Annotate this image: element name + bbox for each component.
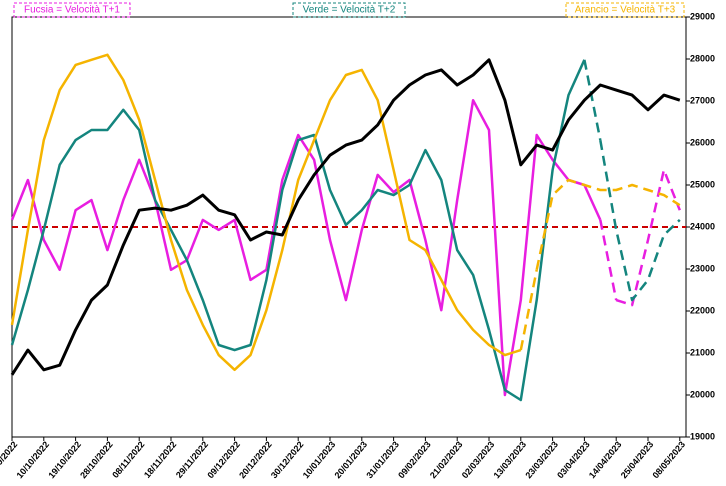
series-line	[615, 168, 681, 307]
x-tick-label: 28/10/2022	[78, 439, 115, 480]
y-tick-label: 21000	[690, 347, 715, 357]
y-tick-label: 24000	[690, 221, 715, 231]
legend-label: Arancio = Velocità T+3	[575, 5, 676, 16]
legend-box	[565, 2, 685, 18]
y-tick-label: 28000	[690, 53, 715, 63]
y-tick-label: 23000	[690, 263, 715, 273]
y-tick-label: 22000	[690, 305, 715, 315]
series-line	[599, 139, 681, 302]
legend-box	[292, 2, 406, 18]
series-connector	[599, 219, 618, 301]
y-tick-label: 26000	[690, 137, 715, 147]
y-tick-label: 20000	[690, 389, 715, 399]
series-connector	[583, 59, 602, 141]
x-tick-label: 08/05/2023	[651, 439, 688, 480]
series-line	[10, 58, 681, 376]
series-line	[535, 178, 681, 271]
series-connector	[519, 269, 538, 351]
series-line	[10, 98, 602, 397]
legend-label: Fucsia = Velocità T+1	[24, 5, 120, 16]
y-tick-label: 27000	[690, 95, 715, 105]
y-tick-label: 25000	[690, 179, 715, 189]
legend-box	[13, 2, 131, 18]
y-tick-label: 19000	[690, 431, 715, 441]
legend-label: Verde = Velocità T+2	[303, 5, 396, 16]
y-tick-label: 29000	[690, 11, 715, 21]
series-line	[10, 53, 522, 372]
series-line	[10, 59, 586, 402]
